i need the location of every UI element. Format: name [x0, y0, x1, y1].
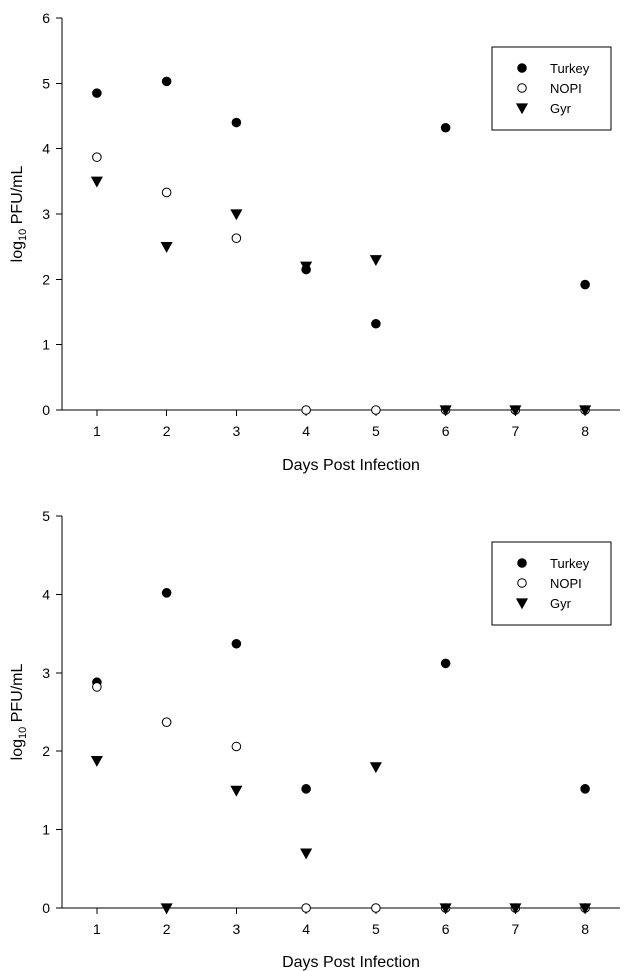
data-point-gyr [579, 903, 592, 915]
x-tick-label: 2 [163, 921, 171, 937]
data-point-nopi [161, 187, 172, 198]
y-tick-label: 4 [42, 586, 50, 602]
legend-label-turkey: Turkey [550, 556, 590, 571]
y-tick-label: 3 [42, 665, 50, 681]
series-gyr [90, 176, 592, 417]
x-tick-label: 8 [581, 921, 589, 937]
data-point-nopi [371, 405, 381, 415]
legend-label-gyr: Gyr [550, 101, 572, 116]
x-tick-label: 4 [302, 423, 310, 439]
series-nopi [92, 682, 590, 913]
data-point-nopi [301, 903, 311, 913]
x-axis-title: Days Post Infection [282, 954, 420, 971]
x-tick-label: 1 [93, 423, 101, 439]
data-point-gyr [439, 405, 452, 417]
series-turkey [92, 588, 590, 794]
data-point-gyr [230, 785, 243, 797]
data-point-turkey [231, 638, 242, 649]
x-tick-label: 8 [581, 423, 589, 439]
x-tick-label: 7 [511, 423, 519, 439]
chart-panel-bottom: 0 1 2 3 4 5 1 2 3 4 5 6 7 8 Days Post Infection log10 P… [9, 508, 620, 971]
data-point-turkey [580, 784, 590, 794]
y-tick-label: 1 [42, 822, 50, 838]
y-tick-label: 5 [42, 508, 50, 524]
x-tick-label: 5 [372, 423, 380, 439]
data-point-turkey [440, 658, 451, 669]
data-point-nopi [301, 405, 311, 415]
y-tick-label: 0 [42, 900, 50, 916]
data-point-turkey [231, 117, 242, 128]
data-point-turkey [440, 122, 451, 133]
data-point-turkey [580, 279, 590, 290]
y-tick-label: 2 [42, 271, 50, 287]
y-tick-label: 5 [42, 75, 50, 91]
data-point-gyr [230, 209, 243, 221]
data-point-nopi [231, 233, 242, 243]
legend: Turkey NOPI Gyr [491, 541, 612, 626]
legend-box [491, 541, 612, 626]
legend: Turkey NOPI Gyr [491, 46, 612, 131]
data-point-gyr [369, 255, 382, 266]
legend-box [491, 46, 612, 131]
x-tick-label: 2 [163, 423, 171, 439]
data-point-turkey [161, 588, 172, 598]
x-tick-label: 4 [302, 921, 310, 937]
y-tick-label: 4 [42, 141, 50, 157]
data-point-turkey [161, 76, 172, 87]
data-point-gyr [369, 762, 382, 774]
y-axis-title: log10 PFU/mL [9, 166, 29, 263]
y-tick-label: 1 [42, 337, 50, 353]
legend-marker-turkey [517, 63, 527, 73]
x-tick-label: 5 [372, 921, 380, 937]
x-tick-label: 7 [511, 921, 519, 937]
data-point-gyr [160, 242, 173, 253]
data-point-nopi [161, 717, 172, 727]
legend-marker-gyr [515, 103, 529, 115]
y-tick-label: 6 [42, 10, 50, 26]
y-tick-label: 2 [42, 743, 50, 759]
series-gyr [90, 755, 592, 915]
legend-marker-turkey [517, 558, 527, 568]
legend-label-turkey: Turkey [550, 61, 590, 76]
x-tick-label: 3 [232, 921, 240, 937]
x-axis-title: Days Post Infection [282, 457, 420, 474]
data-point-nopi [92, 682, 102, 692]
data-point-nopi [231, 741, 242, 752]
data-point-gyr [90, 176, 103, 188]
x-tick-label: 6 [442, 423, 450, 439]
data-point-gyr [90, 755, 103, 767]
data-point-turkey [92, 88, 102, 98]
data-point-nopi [371, 903, 381, 913]
data-point-turkey [301, 784, 311, 794]
x-tick-label: 1 [93, 921, 101, 937]
data-point-gyr [300, 261, 313, 273]
data-point-gyr [509, 903, 522, 915]
legend-marker-gyr [515, 598, 529, 610]
legend-label-nopi: NOPI [550, 81, 582, 96]
data-point-turkey [371, 318, 381, 329]
data-point-gyr [509, 405, 522, 417]
legend-marker-nopi [517, 578, 527, 588]
y-tick-label: 3 [42, 206, 50, 222]
y-tick-label: 0 [42, 402, 50, 418]
data-point-gyr [439, 903, 452, 915]
legend-marker-nopi [517, 83, 527, 93]
x-tick-label: 6 [442, 921, 450, 937]
legend-label-gyr: Gyr [550, 596, 572, 611]
chart-panel-top: 0 1 2 3 4 5 6 1 2 3 4 5 6 7 8 Days Post Infection log10 … [9, 10, 620, 474]
data-point-nopi [92, 152, 102, 162]
series-nopi [92, 152, 590, 415]
y-axis-title: log10 PFU/mL [9, 664, 29, 761]
data-point-gyr [300, 848, 313, 860]
legend-label-nopi: NOPI [550, 576, 582, 591]
data-point-gyr [579, 405, 592, 417]
x-tick-label: 3 [232, 423, 240, 439]
data-point-gyr [160, 903, 173, 915]
